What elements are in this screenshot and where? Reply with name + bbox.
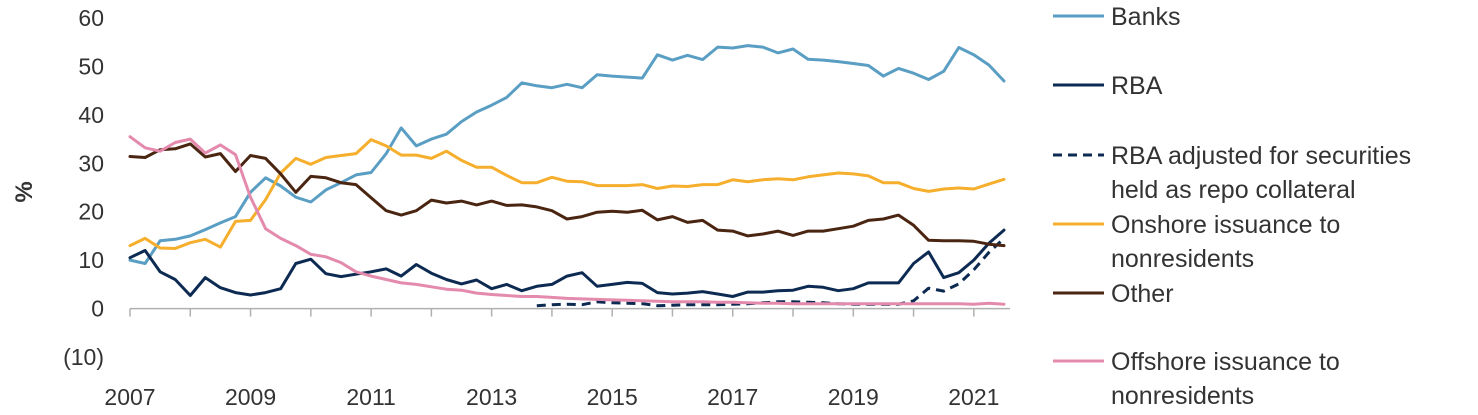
y-axis-ticks: 60 50 40 30 20 10 0 (10) xyxy=(63,5,104,370)
legend-label-1: RBA xyxy=(1111,72,1163,100)
y-tick-label: 60 xyxy=(78,5,104,31)
legend: Banks RBA RBA adjusted for securities held … xyxy=(1053,3,1411,410)
y-tick-label: 0 xyxy=(91,296,104,322)
x-tick-label: 2011 xyxy=(346,384,395,410)
x-tick-label: 2013 xyxy=(466,384,517,410)
x-tick-label: 2021 xyxy=(948,384,999,410)
x-axis: 2007 2009 2011 2013 2015 2017 2019 2021 xyxy=(104,307,1010,410)
legend-label-3: Onshore issuance to nonresidents xyxy=(1111,211,1340,273)
legend-label-2: RBA adjusted for securities held as repo … xyxy=(1111,142,1411,204)
y-axis-title-group: % xyxy=(11,181,38,202)
series-line-3 xyxy=(128,138,1006,250)
series-line-4 xyxy=(128,142,1006,248)
legend-label-0: Banks xyxy=(1111,3,1180,31)
legend-label-5: Offshore issuance to nonresidents xyxy=(1111,348,1340,410)
x-tick-label: 2009 xyxy=(225,384,276,410)
y-tick-label: 30 xyxy=(78,150,104,176)
series-line-0 xyxy=(128,44,1006,265)
y-tick-label: 10 xyxy=(78,247,104,273)
series-line-5 xyxy=(128,135,1006,306)
series-line-2 xyxy=(536,237,1006,308)
x-tick-label: 2015 xyxy=(587,384,638,410)
y-tick-label: (10) xyxy=(63,344,104,370)
y-tick-label: 20 xyxy=(78,199,104,225)
x-tick-label: 2007 xyxy=(104,384,155,410)
y-tick-label: 50 xyxy=(78,53,104,79)
series-lines xyxy=(128,44,1006,308)
x-tick-label: 2017 xyxy=(707,384,758,410)
x-tick-label: 2019 xyxy=(828,384,879,410)
y-axis-title: % xyxy=(11,181,38,202)
series-line-1 xyxy=(128,228,1006,298)
y-tick-label: 40 xyxy=(78,102,104,128)
legend-label-4: Other xyxy=(1111,280,1174,308)
